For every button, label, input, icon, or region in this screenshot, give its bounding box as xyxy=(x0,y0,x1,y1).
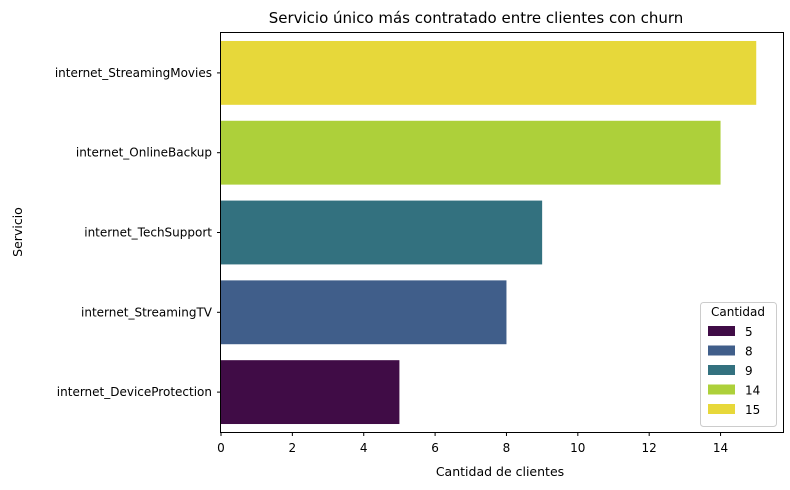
y-axis-label: Servicio xyxy=(10,207,25,257)
y-tick-label: internet_OnlineBackup xyxy=(76,146,212,160)
x-tick-label: 2 xyxy=(289,441,297,455)
bars-group xyxy=(221,40,757,425)
x-ticks-group: 0 2 4 6 8 10 12 14 xyxy=(217,432,728,455)
legend-label: 8 xyxy=(745,345,753,359)
legend-label: 9 xyxy=(745,364,753,378)
y-tick-label: internet_StreamingMovies xyxy=(55,66,212,80)
plot-frame xyxy=(220,32,784,433)
y-ticks-group: internet_StreamingMovies internet_OnlineB… xyxy=(55,66,221,399)
x-tick-label: 14 xyxy=(713,441,728,455)
x-axis-label: Cantidad de clientes xyxy=(436,464,564,479)
bar-internet_TechSupport xyxy=(221,200,543,265)
legend-swatch xyxy=(708,404,735,414)
legend-label: 15 xyxy=(745,403,760,417)
legend-swatch xyxy=(708,326,735,336)
x-tick-label: 10 xyxy=(570,441,585,455)
legend: Cantidad 5 8 9 14 15 xyxy=(700,302,777,427)
legend-label: 5 xyxy=(745,325,753,339)
legend-swatch xyxy=(708,384,735,395)
x-tick-label: 12 xyxy=(642,441,657,455)
legend-entries: 5 8 9 14 15 xyxy=(708,325,760,417)
y-tick-label: internet_StreamingTV xyxy=(81,305,213,319)
legend-label: 14 xyxy=(745,384,760,398)
chart-title: Servicio único más contratado entre clie… xyxy=(269,9,684,27)
x-tick-label: 6 xyxy=(431,441,439,455)
y-tick-label: internet_TechSupport xyxy=(84,226,212,240)
bar-internet_StreamingTV xyxy=(221,280,507,345)
legend-swatch xyxy=(708,365,735,375)
bar-internet_OnlineBackup xyxy=(221,120,721,185)
legend-swatch xyxy=(708,345,735,356)
y-tick-label: internet_DeviceProtection xyxy=(57,385,212,399)
x-tick-label: 8 xyxy=(503,441,511,455)
x-tick-label: 4 xyxy=(360,441,368,455)
x-tick-label: 0 xyxy=(217,441,225,455)
bar-internet_DeviceProtection xyxy=(221,360,400,425)
bar-internet_StreamingMovies xyxy=(221,40,757,105)
legend-title: Cantidad xyxy=(711,305,765,319)
